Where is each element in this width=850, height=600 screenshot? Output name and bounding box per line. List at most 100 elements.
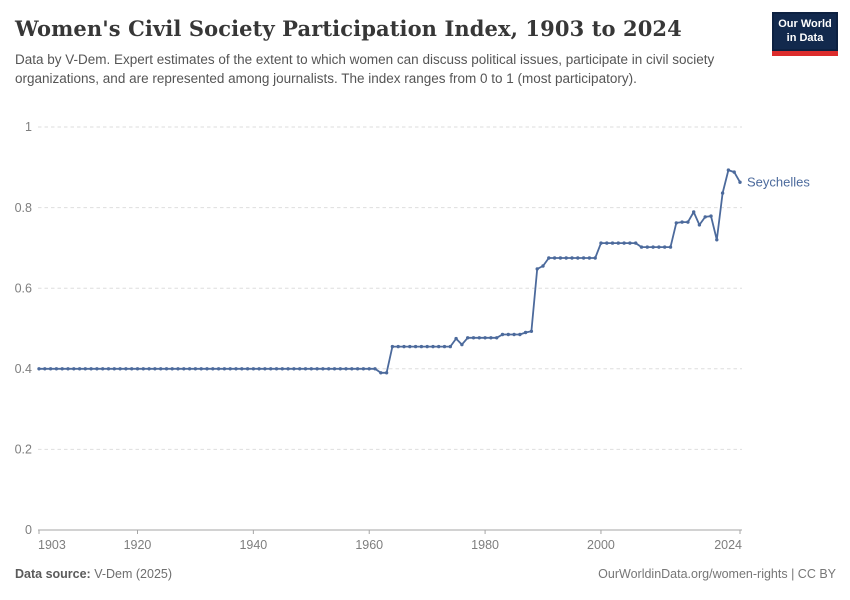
data-point[interactable] xyxy=(500,332,505,337)
data-point[interactable] xyxy=(240,367,244,371)
data-point[interactable] xyxy=(83,367,88,371)
data-point[interactable] xyxy=(581,256,586,260)
data-point[interactable] xyxy=(112,367,117,371)
data-point[interactable] xyxy=(355,367,360,371)
data-point[interactable] xyxy=(703,215,707,219)
data-point[interactable] xyxy=(286,367,290,371)
data-point[interactable] xyxy=(715,238,719,242)
data-point[interactable] xyxy=(164,367,169,371)
chart-svg[interactable]: 0 0.2 0.4 0.6 0.8 1 1903 1920 1940 1960 1980 2000 20… xyxy=(0,115,850,565)
data-point[interactable] xyxy=(211,367,215,371)
data-point[interactable] xyxy=(541,264,545,268)
data-point[interactable] xyxy=(373,367,377,371)
data-point[interactable] xyxy=(576,256,580,260)
data-point[interactable] xyxy=(245,367,250,371)
data-point[interactable] xyxy=(269,367,273,371)
data-point[interactable] xyxy=(726,168,731,172)
data-point[interactable] xyxy=(396,344,400,349)
data-point[interactable] xyxy=(135,367,140,371)
data-point[interactable] xyxy=(361,367,366,371)
data-point[interactable] xyxy=(610,241,615,245)
data-point[interactable] xyxy=(298,367,302,371)
data-point[interactable] xyxy=(141,367,145,371)
data-point[interactable] xyxy=(101,367,105,371)
data-point[interactable] xyxy=(315,367,319,371)
data-point[interactable] xyxy=(460,342,464,347)
data-point[interactable] xyxy=(89,367,93,371)
data-point[interactable] xyxy=(193,367,198,371)
data-point[interactable] xyxy=(518,332,522,337)
data-point[interactable] xyxy=(48,367,53,371)
data-point[interactable] xyxy=(558,256,563,260)
data-point[interactable] xyxy=(292,367,296,371)
data-point[interactable] xyxy=(431,344,435,349)
data-point[interactable] xyxy=(425,344,429,349)
data-point[interactable] xyxy=(222,367,227,371)
data-point[interactable] xyxy=(692,210,696,214)
data-point[interactable] xyxy=(738,180,742,184)
data-point[interactable] xyxy=(187,367,192,371)
data-point[interactable] xyxy=(680,220,684,224)
data-point[interactable] xyxy=(628,241,632,245)
data-point[interactable] xyxy=(309,367,313,371)
data-point[interactable] xyxy=(732,170,736,174)
footer-link[interactable]: OurWorldinData.org/women-rights | CC BY xyxy=(598,567,836,581)
data-point[interactable] xyxy=(170,367,174,371)
data-point[interactable] xyxy=(228,367,232,371)
data-point[interactable] xyxy=(471,336,476,340)
data-point[interactable] xyxy=(477,336,481,340)
data-point[interactable] xyxy=(587,256,592,260)
data-point[interactable] xyxy=(176,367,180,371)
data-point[interactable] xyxy=(338,367,342,371)
data-point[interactable] xyxy=(709,214,713,218)
data-point[interactable] xyxy=(72,367,76,371)
data-point[interactable] xyxy=(535,267,539,271)
data-point[interactable] xyxy=(153,367,157,371)
data-point[interactable] xyxy=(616,241,620,245)
data-point[interactable] xyxy=(697,223,702,227)
data-point[interactable] xyxy=(130,367,134,371)
data-point[interactable] xyxy=(402,344,406,349)
data-point[interactable] xyxy=(321,367,325,371)
data-point[interactable] xyxy=(437,344,441,349)
data-point[interactable] xyxy=(466,336,470,340)
data-point[interactable] xyxy=(663,245,667,249)
data-point[interactable] xyxy=(350,367,354,371)
data-point[interactable] xyxy=(686,220,690,224)
data-point[interactable] xyxy=(720,191,725,195)
data-point[interactable] xyxy=(367,367,371,371)
data-point[interactable] xyxy=(182,367,186,371)
data-point[interactable] xyxy=(159,367,163,371)
data-point[interactable] xyxy=(605,241,609,245)
data-point[interactable] xyxy=(495,336,499,340)
data-point[interactable] xyxy=(645,245,649,249)
data-point[interactable] xyxy=(332,367,337,371)
data-point[interactable] xyxy=(674,221,678,225)
data-point[interactable] xyxy=(54,367,59,371)
data-point[interactable] xyxy=(506,332,510,337)
data-point[interactable] xyxy=(564,256,568,260)
data-point[interactable] xyxy=(639,245,644,249)
data-point[interactable] xyxy=(384,371,389,375)
data-point[interactable] xyxy=(413,344,418,349)
data-point[interactable] xyxy=(593,256,597,260)
owid-logo[interactable]: Our World in Data xyxy=(772,12,838,56)
data-point[interactable] xyxy=(216,367,221,371)
data-point[interactable] xyxy=(43,367,47,371)
data-point[interactable] xyxy=(106,367,111,371)
data-point[interactable] xyxy=(37,367,41,371)
data-point[interactable] xyxy=(251,367,256,371)
data-point[interactable] xyxy=(327,367,331,371)
data-point[interactable] xyxy=(390,344,395,349)
data-point[interactable] xyxy=(529,329,534,333)
data-point[interactable] xyxy=(303,367,308,371)
data-point[interactable] xyxy=(257,367,261,371)
data-point[interactable] xyxy=(651,245,655,249)
data-point[interactable] xyxy=(552,256,557,260)
data-point[interactable] xyxy=(634,241,638,245)
data-point[interactable] xyxy=(657,245,661,249)
data-point[interactable] xyxy=(489,336,493,340)
data-point[interactable] xyxy=(408,344,412,349)
data-point[interactable] xyxy=(454,336,458,341)
data-point[interactable] xyxy=(344,367,348,371)
